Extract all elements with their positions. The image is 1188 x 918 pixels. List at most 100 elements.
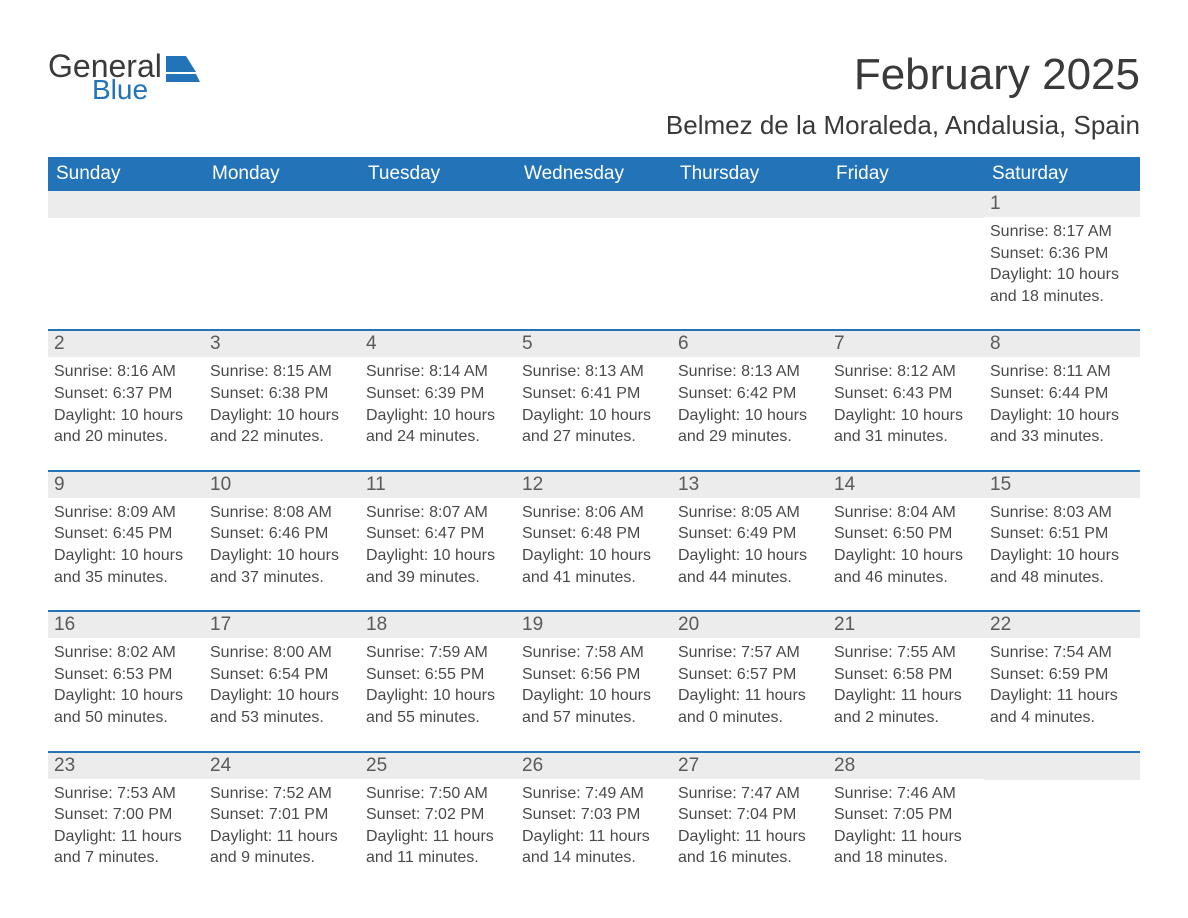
daylight-text: Daylight: 10 hours and 31 minutes. (834, 405, 978, 448)
day-cell (360, 191, 516, 311)
day-details: Sunrise: 7:49 AMSunset: 7:03 PMDaylight:… (516, 779, 672, 873)
day-number: 25 (360, 753, 516, 779)
day-number (672, 191, 828, 218)
sunset-text: Sunset: 6:47 PM (366, 523, 510, 545)
day-cell: 28Sunrise: 7:46 AMSunset: 7:05 PMDayligh… (828, 753, 984, 873)
weekday-header: Tuesday (360, 157, 516, 191)
sunset-text: Sunset: 6:48 PM (522, 523, 666, 545)
day-details: Sunrise: 7:47 AMSunset: 7:04 PMDaylight:… (672, 779, 828, 873)
day-cell: 11Sunrise: 8:07 AMSunset: 6:47 PMDayligh… (360, 472, 516, 592)
daylight-text: Daylight: 10 hours and 44 minutes. (678, 545, 822, 588)
sunset-text: Sunset: 7:03 PM (522, 804, 666, 826)
sunset-text: Sunset: 6:54 PM (210, 664, 354, 686)
daylight-text: Daylight: 11 hours and 4 minutes. (990, 685, 1134, 728)
weekday-header: Wednesday (516, 157, 672, 191)
sunset-text: Sunset: 6:44 PM (990, 383, 1134, 405)
daylight-text: Daylight: 10 hours and 22 minutes. (210, 405, 354, 448)
day-number (516, 191, 672, 218)
sunrise-text: Sunrise: 7:55 AM (834, 642, 978, 664)
sunrise-text: Sunrise: 8:04 AM (834, 502, 978, 524)
day-cell: 16Sunrise: 8:02 AMSunset: 6:53 PMDayligh… (48, 612, 204, 732)
day-number (360, 191, 516, 218)
sunrise-text: Sunrise: 7:57 AM (678, 642, 822, 664)
daylight-text: Daylight: 10 hours and 48 minutes. (990, 545, 1134, 588)
weekday-header: Sunday (48, 157, 204, 191)
daylight-text: Daylight: 10 hours and 20 minutes. (54, 405, 198, 448)
sunset-text: Sunset: 6:41 PM (522, 383, 666, 405)
week-row: 9Sunrise: 8:09 AMSunset: 6:45 PMDaylight… (48, 470, 1140, 592)
day-number: 18 (360, 612, 516, 638)
day-details: Sunrise: 8:11 AMSunset: 6:44 PMDaylight:… (984, 357, 1140, 451)
sunrise-text: Sunrise: 8:13 AM (678, 361, 822, 383)
day-number: 19 (516, 612, 672, 638)
day-number (828, 191, 984, 218)
day-cell: 14Sunrise: 8:04 AMSunset: 6:50 PMDayligh… (828, 472, 984, 592)
day-number (984, 753, 1140, 780)
day-details: Sunrise: 8:13 AMSunset: 6:42 PMDaylight:… (672, 357, 828, 451)
weekday-header-row: Sunday Monday Tuesday Wednesday Thursday… (48, 157, 1140, 191)
weekday-header: Friday (828, 157, 984, 191)
sunset-text: Sunset: 6:36 PM (990, 243, 1134, 265)
sunrise-text: Sunrise: 8:07 AM (366, 502, 510, 524)
day-cell: 4Sunrise: 8:14 AMSunset: 6:39 PMDaylight… (360, 331, 516, 451)
daylight-text: Daylight: 10 hours and 50 minutes. (54, 685, 198, 728)
sunrise-text: Sunrise: 7:52 AM (210, 783, 354, 805)
day-cell: 27Sunrise: 7:47 AMSunset: 7:04 PMDayligh… (672, 753, 828, 873)
day-number: 16 (48, 612, 204, 638)
sunset-text: Sunset: 6:45 PM (54, 523, 198, 545)
day-details: Sunrise: 7:59 AMSunset: 6:55 PMDaylight:… (360, 638, 516, 732)
daylight-text: Daylight: 10 hours and 41 minutes. (522, 545, 666, 588)
day-number: 11 (360, 472, 516, 498)
day-details: Sunrise: 8:12 AMSunset: 6:43 PMDaylight:… (828, 357, 984, 451)
sunrise-text: Sunrise: 7:50 AM (366, 783, 510, 805)
sunrise-text: Sunrise: 8:11 AM (990, 361, 1134, 383)
day-cell: 17Sunrise: 8:00 AMSunset: 6:54 PMDayligh… (204, 612, 360, 732)
day-cell: 26Sunrise: 7:49 AMSunset: 7:03 PMDayligh… (516, 753, 672, 873)
daylight-text: Daylight: 11 hours and 7 minutes. (54, 826, 198, 869)
day-cell: 8Sunrise: 8:11 AMSunset: 6:44 PMDaylight… (984, 331, 1140, 451)
day-number: 28 (828, 753, 984, 779)
day-number: 23 (48, 753, 204, 779)
header: General Blue February 2025 Belmez de la … (48, 50, 1140, 141)
day-details: Sunrise: 8:17 AMSunset: 6:36 PMDaylight:… (984, 217, 1140, 311)
sunrise-text: Sunrise: 8:06 AM (522, 502, 666, 524)
day-details: Sunrise: 8:13 AMSunset: 6:41 PMDaylight:… (516, 357, 672, 451)
sunrise-text: Sunrise: 8:13 AM (522, 361, 666, 383)
day-cell: 19Sunrise: 7:58 AMSunset: 6:56 PMDayligh… (516, 612, 672, 732)
day-number: 13 (672, 472, 828, 498)
day-number: 22 (984, 612, 1140, 638)
sunset-text: Sunset: 6:59 PM (990, 664, 1134, 686)
sunset-text: Sunset: 6:49 PM (678, 523, 822, 545)
sunset-text: Sunset: 6:43 PM (834, 383, 978, 405)
day-number: 9 (48, 472, 204, 498)
day-cell: 20Sunrise: 7:57 AMSunset: 6:57 PMDayligh… (672, 612, 828, 732)
sunrise-text: Sunrise: 8:15 AM (210, 361, 354, 383)
daylight-text: Daylight: 10 hours and 27 minutes. (522, 405, 666, 448)
day-details: Sunrise: 8:04 AMSunset: 6:50 PMDaylight:… (828, 498, 984, 592)
daylight-text: Daylight: 10 hours and 46 minutes. (834, 545, 978, 588)
day-details: Sunrise: 7:50 AMSunset: 7:02 PMDaylight:… (360, 779, 516, 873)
daylight-text: Daylight: 10 hours and 29 minutes. (678, 405, 822, 448)
weekday-header: Thursday (672, 157, 828, 191)
day-number: 7 (828, 331, 984, 357)
day-cell: 2Sunrise: 8:16 AMSunset: 6:37 PMDaylight… (48, 331, 204, 451)
day-details: Sunrise: 8:16 AMSunset: 6:37 PMDaylight:… (48, 357, 204, 451)
sunrise-text: Sunrise: 8:12 AM (834, 361, 978, 383)
day-number: 5 (516, 331, 672, 357)
day-cell (828, 191, 984, 311)
day-cell: 3Sunrise: 8:15 AMSunset: 6:38 PMDaylight… (204, 331, 360, 451)
daylight-text: Daylight: 10 hours and 57 minutes. (522, 685, 666, 728)
day-cell: 24Sunrise: 7:52 AMSunset: 7:01 PMDayligh… (204, 753, 360, 873)
day-number: 27 (672, 753, 828, 779)
day-details: Sunrise: 8:07 AMSunset: 6:47 PMDaylight:… (360, 498, 516, 592)
day-cell: 10Sunrise: 8:08 AMSunset: 6:46 PMDayligh… (204, 472, 360, 592)
sunrise-text: Sunrise: 7:53 AM (54, 783, 198, 805)
day-number: 15 (984, 472, 1140, 498)
weekday-header: Monday (204, 157, 360, 191)
day-cell: 1Sunrise: 8:17 AMSunset: 6:36 PMDaylight… (984, 191, 1140, 311)
sunset-text: Sunset: 6:39 PM (366, 383, 510, 405)
day-number (204, 191, 360, 218)
day-details: Sunrise: 7:54 AMSunset: 6:59 PMDaylight:… (984, 638, 1140, 732)
week-row: 2Sunrise: 8:16 AMSunset: 6:37 PMDaylight… (48, 329, 1140, 451)
sunset-text: Sunset: 6:37 PM (54, 383, 198, 405)
